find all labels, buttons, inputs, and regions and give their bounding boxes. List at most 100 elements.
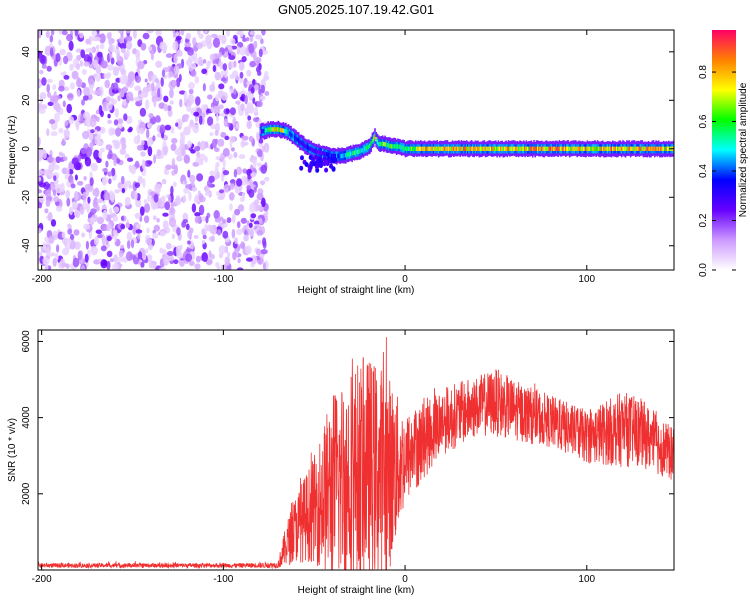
- colorbar-tick-label: 0.8: [698, 65, 709, 79]
- noise-point: [182, 219, 188, 224]
- noise-point: [180, 30, 185, 36]
- noise-point: [233, 151, 238, 158]
- ridge-core: [290, 132, 292, 137]
- ridge-core: [339, 153, 342, 159]
- noise-point: [100, 147, 105, 153]
- ridge-core: [395, 144, 398, 149]
- noise-point: [229, 107, 236, 116]
- noise-point: [87, 196, 91, 204]
- noise-point: [81, 68, 87, 75]
- ridge-core: [420, 146, 422, 151]
- noise-point: [207, 116, 214, 126]
- spectrogram-x-axis-label: Height of straight line (km): [298, 285, 415, 296]
- ridge-core: [392, 144, 394, 149]
- ridge-core: [661, 146, 664, 151]
- noise-point: [62, 156, 68, 162]
- noise-point: [247, 115, 252, 121]
- noise-point: [190, 149, 196, 154]
- noise-point: [67, 228, 73, 235]
- noise-point: [142, 32, 150, 40]
- noise-point: [229, 73, 235, 80]
- ridge-core: [338, 153, 341, 159]
- ridge-core: [277, 127, 280, 132]
- noise-point: [95, 109, 100, 115]
- noise-point: [248, 135, 254, 143]
- noise-point: [38, 194, 45, 204]
- noise-point: [236, 267, 244, 270]
- noise-point: [175, 122, 179, 127]
- noise-point: [260, 38, 264, 45]
- ridge-core: [367, 144, 370, 150]
- ridge-core: [553, 146, 556, 151]
- x-tick-label: -100: [213, 274, 233, 285]
- snr-line: [38, 337, 674, 570]
- noise-point: [70, 183, 76, 189]
- noise-point: [58, 39, 62, 46]
- noise-point: [56, 244, 60, 253]
- noise-point: [93, 36, 101, 42]
- noise-point: [77, 180, 84, 186]
- noise-point: [47, 211, 53, 222]
- noise-point: [84, 156, 92, 167]
- noise-point: [137, 61, 145, 70]
- ridge-core: [334, 153, 337, 159]
- noise-point: [108, 44, 116, 53]
- noise-point: [106, 250, 113, 258]
- noise-point: [170, 203, 174, 214]
- noise-point: [120, 223, 126, 230]
- ridge-core: [450, 146, 453, 151]
- noise-point: [93, 135, 101, 145]
- noise-point: [44, 189, 51, 198]
- ridge-core: [402, 145, 404, 150]
- ridge-core: [444, 146, 446, 151]
- noise-point: [234, 208, 241, 216]
- ridge-core: [406, 146, 408, 151]
- noise-point: [226, 252, 231, 257]
- ridge-core: [337, 153, 339, 159]
- noise-point: [120, 137, 127, 146]
- ridge-core: [417, 146, 419, 151]
- snr-y-axis-label: SNR (10 * v/v): [7, 418, 18, 482]
- noise-point: [66, 103, 72, 114]
- noise-point: [215, 161, 220, 168]
- ridge-core: [565, 146, 567, 151]
- noise-point: [195, 96, 201, 106]
- noise-point: [91, 30, 98, 37]
- noise-point: [80, 147, 87, 154]
- noise-point: [71, 70, 79, 80]
- ridge-core: [554, 146, 557, 151]
- ridge-core: [579, 146, 581, 151]
- noise-point: [89, 117, 97, 128]
- noise-point: [83, 111, 91, 120]
- ridge-core: [533, 146, 535, 151]
- noise-point: [155, 30, 161, 36]
- noise-point: [84, 253, 89, 263]
- noise-point: [182, 194, 187, 203]
- noise-point: [201, 68, 208, 75]
- noise-point: [134, 212, 141, 219]
- noise-point: [223, 118, 229, 127]
- noise-point: [113, 66, 119, 76]
- noise-point: [215, 113, 219, 122]
- noise-point: [72, 257, 80, 268]
- ridge-core: [623, 146, 626, 151]
- noise-point: [100, 110, 104, 118]
- noise-point: [244, 95, 248, 105]
- ridge-core: [599, 146, 601, 151]
- ridge-core: [505, 146, 507, 151]
- ridge-core: [435, 146, 437, 151]
- ridge-blob: [304, 162, 309, 167]
- noise-point: [48, 163, 55, 173]
- noise-point: [169, 100, 174, 105]
- noise-point: [126, 231, 132, 241]
- noise-point: [262, 237, 267, 247]
- ridge-core: [517, 146, 520, 151]
- ridge-core: [394, 144, 397, 149]
- noise-point: [117, 256, 124, 263]
- noise-point: [38, 81, 43, 88]
- colorbar-tick-label: 0.6: [698, 114, 709, 128]
- ridge-core: [520, 146, 523, 151]
- ridge-core: [477, 146, 479, 151]
- ridge-core: [344, 153, 347, 158]
- noise-point: [260, 84, 265, 94]
